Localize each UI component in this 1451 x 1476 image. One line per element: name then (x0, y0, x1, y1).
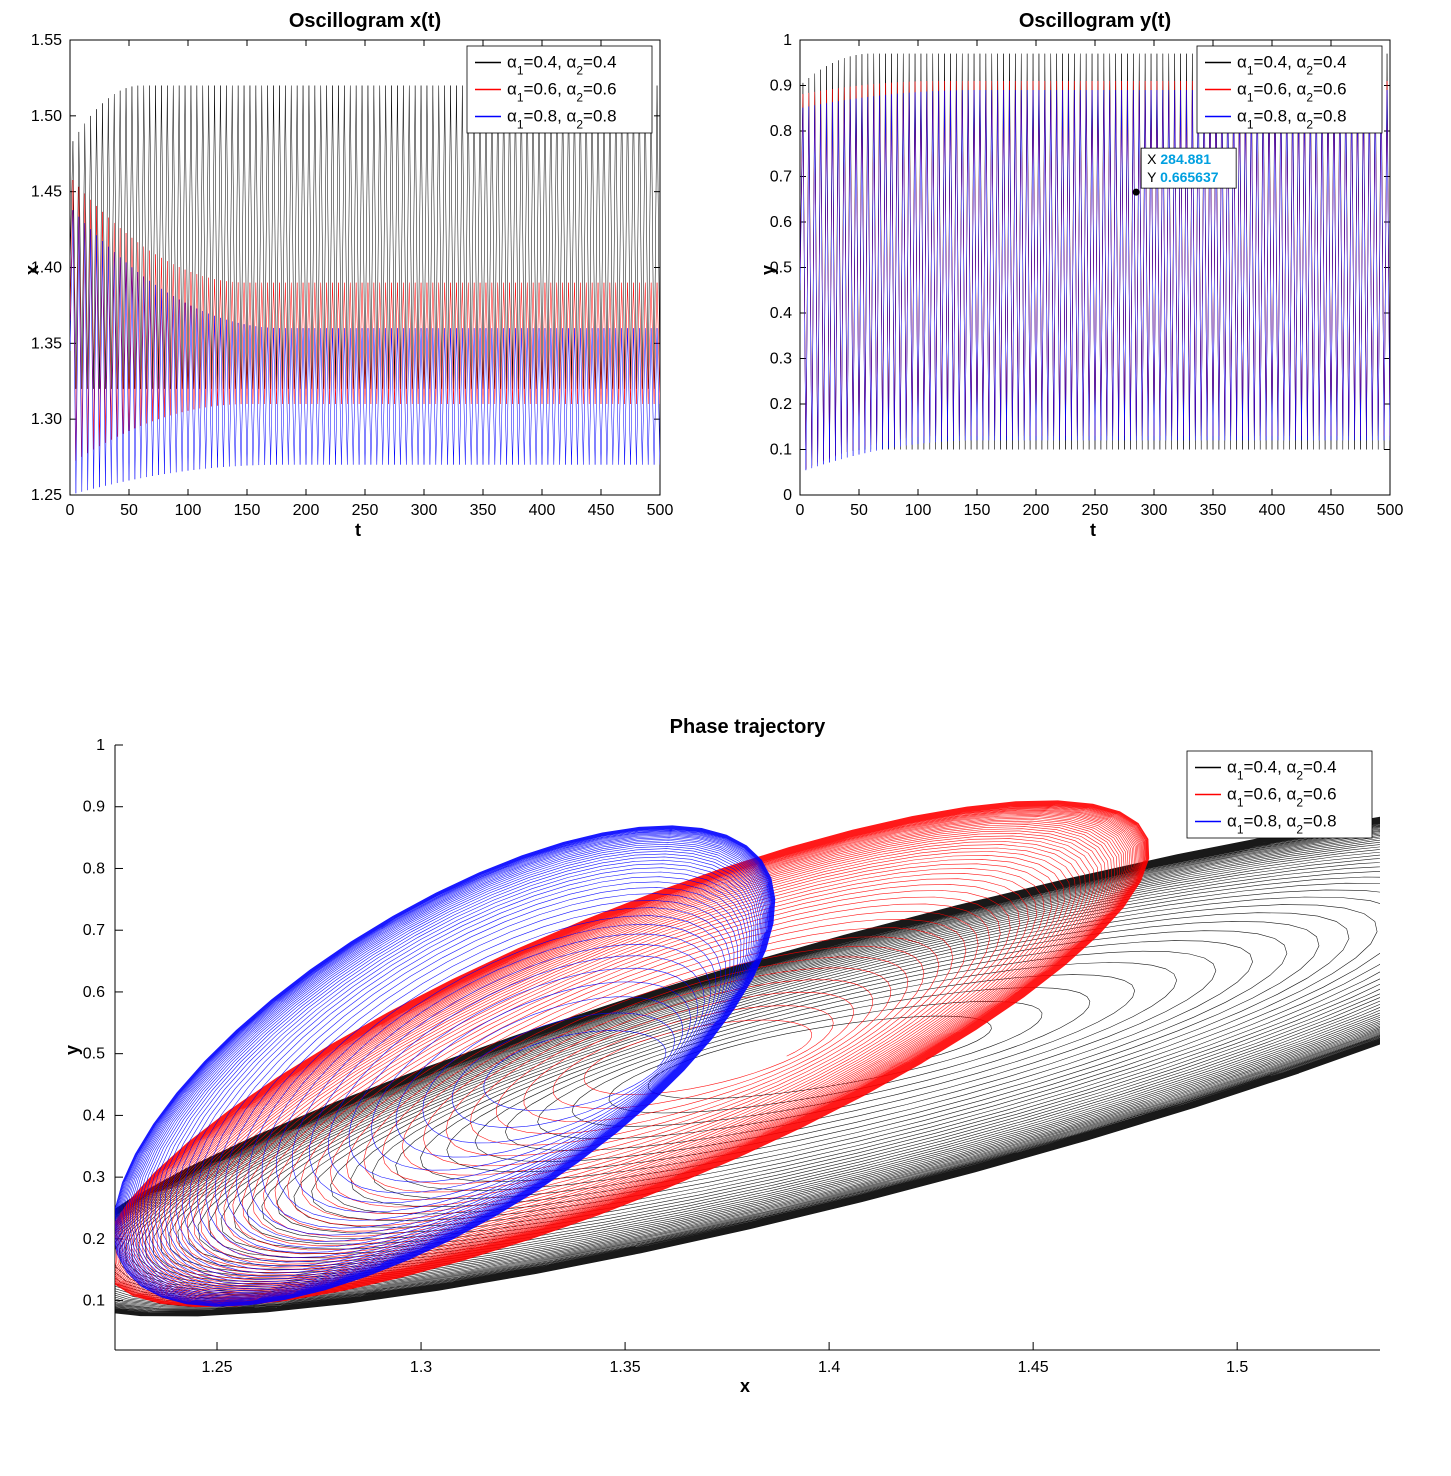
figure-page: Oscillogram x(t) 05010015020025030035040… (0, 0, 1451, 1476)
svg-text:0.2: 0.2 (83, 1231, 105, 1248)
svg-text:0.5: 0.5 (83, 1046, 105, 1063)
svg-text:1.35: 1.35 (610, 1359, 641, 1376)
svg-text:1.3: 1.3 (410, 1359, 432, 1376)
svg-text:1.45: 1.45 (1018, 1359, 1049, 1376)
svg-text:0.4: 0.4 (83, 1107, 105, 1124)
svg-text:0.6: 0.6 (83, 984, 105, 1001)
svg-text:0.8: 0.8 (83, 860, 105, 877)
svg-text:0.9: 0.9 (83, 799, 105, 816)
svg-text:1.25: 1.25 (201, 1359, 232, 1376)
chart-phase: 1.25 1.3 1.35 1.4 1.45 1.5 0.1 0.2 0.3 0.4 0.5 0.6 0… (0, 0, 1451, 1430)
chart-phase-ylabel: y (62, 1045, 83, 1055)
svg-text:0.7: 0.7 (83, 922, 105, 939)
svg-text:1: 1 (96, 737, 105, 754)
svg-text:1.4: 1.4 (818, 1359, 840, 1376)
svg-text:1.5: 1.5 (1226, 1359, 1248, 1376)
svg-text:0.1: 0.1 (83, 1293, 105, 1310)
svg-text:0.3: 0.3 (83, 1169, 105, 1186)
chart-phase-xlabel: x (740, 1376, 750, 1397)
